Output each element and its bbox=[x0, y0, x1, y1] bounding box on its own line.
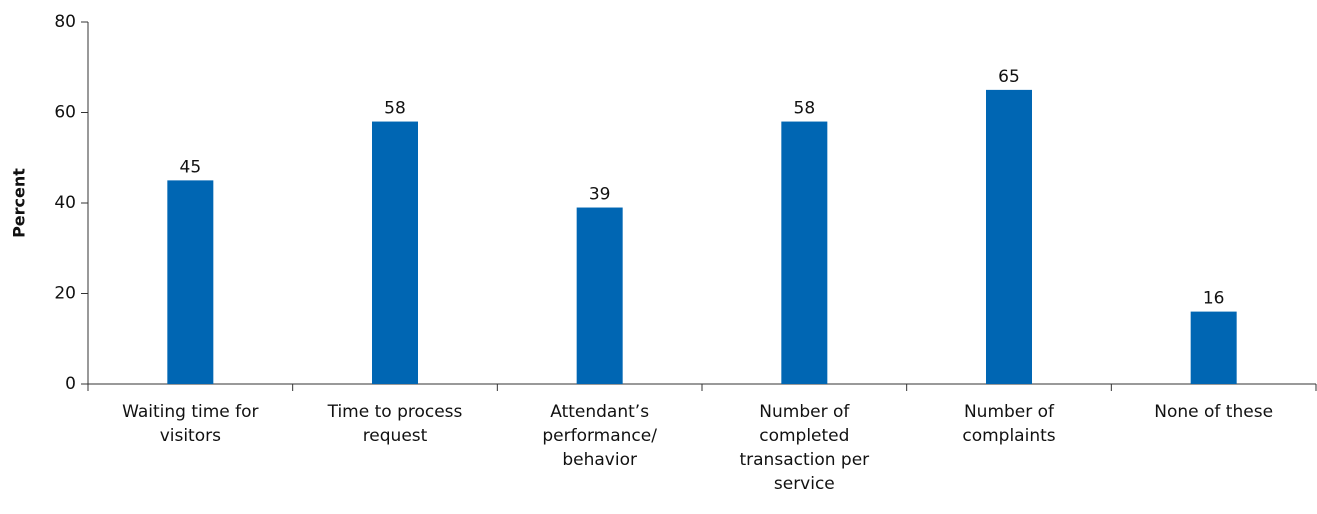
y-tick-label: 20 bbox=[54, 284, 76, 304]
bar bbox=[167, 180, 214, 384]
x-tick-label: Number of completed transaction per serv… bbox=[739, 402, 870, 494]
y-axis-label: Percent bbox=[10, 168, 29, 238]
x-tick-label: Attendant’s performance/ behavior bbox=[542, 402, 657, 470]
bar bbox=[576, 207, 623, 384]
value-label: 16 bbox=[1203, 289, 1225, 309]
y-tick-label: 0 bbox=[65, 374, 76, 394]
y-tick-label: 60 bbox=[54, 103, 76, 123]
bar bbox=[781, 121, 828, 385]
x-tick-label: Number of complaints bbox=[962, 402, 1056, 446]
value-label: 45 bbox=[180, 157, 202, 177]
value-label: 39 bbox=[589, 185, 611, 205]
bar bbox=[1190, 311, 1237, 384]
x-tick-label: None of these bbox=[1154, 402, 1274, 422]
x-tick-label: Time to process request bbox=[327, 402, 463, 446]
bar bbox=[372, 121, 418, 385]
value-label: 58 bbox=[794, 99, 816, 119]
y-tick-label: 40 bbox=[54, 193, 76, 213]
y-tick-label: 80 bbox=[54, 12, 76, 32]
value-label: 65 bbox=[998, 67, 1020, 87]
value-label: 58 bbox=[384, 99, 406, 119]
x-tick-label: Waiting time for visitors bbox=[122, 402, 259, 446]
bar bbox=[986, 89, 1032, 384]
